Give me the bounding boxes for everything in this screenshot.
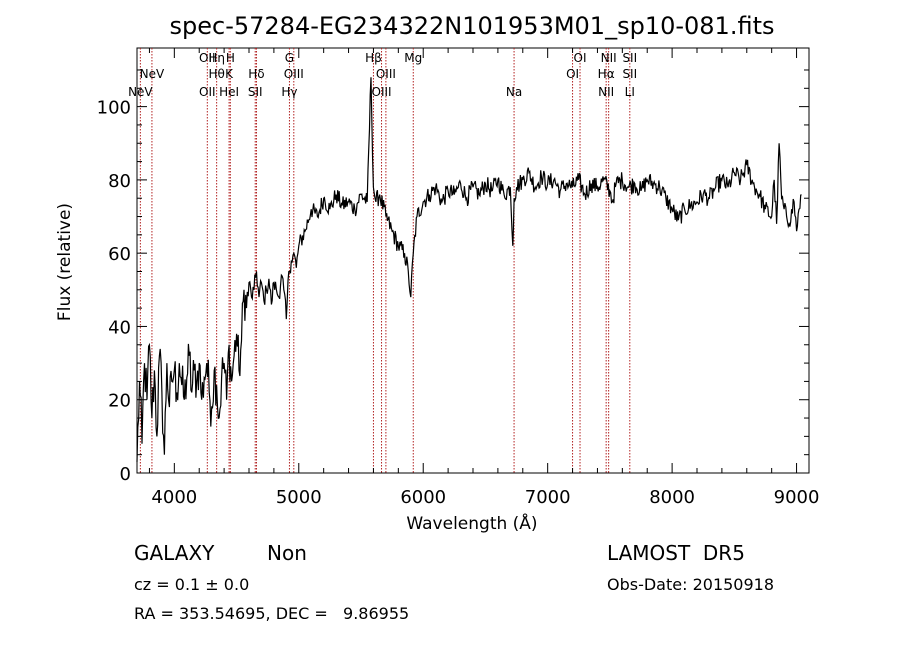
spectral-line-label: Na xyxy=(506,85,522,99)
spectral-line-label: K xyxy=(225,67,234,81)
redshift-readout: cz = 0.1 ± 0.0 xyxy=(134,575,249,594)
x-tick-label: 4000 xyxy=(151,487,197,508)
spectral-line-label: OII xyxy=(199,51,216,65)
spectral-line-label: LI xyxy=(625,85,635,99)
y-tick-label: 20 xyxy=(108,391,131,412)
spectral-line-label: Hγ xyxy=(281,85,297,99)
object-subclass: Non xyxy=(267,541,307,565)
y-tick-label: 60 xyxy=(108,244,131,265)
spectral-line-markers xyxy=(139,48,631,473)
spectral-line-label: H xyxy=(226,51,235,65)
spectral-line-label: SII xyxy=(622,67,637,81)
spectral-line-label: G xyxy=(285,51,294,65)
object-class: GALAXY xyxy=(134,541,215,565)
spectral-line-label: OI xyxy=(574,51,587,65)
y-axis-label: Flux (relative) xyxy=(55,203,75,321)
spectral-line-label: Hα xyxy=(598,67,615,81)
x-tick-label: 5000 xyxy=(276,487,322,508)
spectral-line-labels: NeVNeVOIIOIIHηHθHKHeIHδSIIGOIIIHγHβOIIIO… xyxy=(128,51,637,99)
spectral-line-label: NII xyxy=(601,51,617,65)
spectral-line-label: NII xyxy=(598,85,614,99)
spectral-line-label: NeV xyxy=(128,85,153,99)
coordinates-readout: RA = 353.54695, DEC = 9.86955 xyxy=(134,604,409,623)
y-tick-label: 40 xyxy=(108,317,131,338)
survey-name: LAMOST DR5 xyxy=(607,541,745,565)
x-tick-label: 9000 xyxy=(774,487,820,508)
spectral-line-label: HeI xyxy=(219,85,239,99)
spectral-line-label: OI xyxy=(566,67,579,81)
x-tick-label: 6000 xyxy=(400,487,446,508)
x-axis-label: Wavelength (Å) xyxy=(406,512,537,534)
x-axis: 4000 5000 6000 7000 8000 9000 xyxy=(148,48,820,508)
y-tick-label: 80 xyxy=(108,171,131,192)
y-tick-label: 0 xyxy=(120,464,131,485)
spectral-line-label: SII xyxy=(248,85,263,99)
spectral-line-label: Hη xyxy=(208,51,225,65)
x-tick-label: 8000 xyxy=(649,487,695,508)
spectral-line-label: OIII xyxy=(372,85,392,99)
plot-frame xyxy=(136,47,810,474)
spectral-line-label: Hβ xyxy=(365,51,382,65)
y-axis: 0 20 40 60 80 100 xyxy=(97,69,809,485)
spectral-line-label: NeV xyxy=(140,67,165,81)
spectral-line-label: SII xyxy=(622,51,637,65)
spectrum-series-line xyxy=(136,77,802,463)
spectral-line-label: OIII xyxy=(376,67,396,81)
y-tick-label: 100 xyxy=(97,98,131,119)
chart-title: spec-57284-EG234322N101953M01_sp10-081.f… xyxy=(170,12,775,40)
observation-date: Obs-Date: 20150918 xyxy=(607,575,774,594)
spectral-line-label: Hθ xyxy=(208,67,224,81)
spectral-line-label: Hδ xyxy=(248,67,264,81)
spectral-line-label: Mg xyxy=(404,51,422,65)
spectral-line-label: OIII xyxy=(284,67,304,81)
spectral-line-label: OII xyxy=(199,85,216,99)
x-tick-label: 7000 xyxy=(525,487,571,508)
